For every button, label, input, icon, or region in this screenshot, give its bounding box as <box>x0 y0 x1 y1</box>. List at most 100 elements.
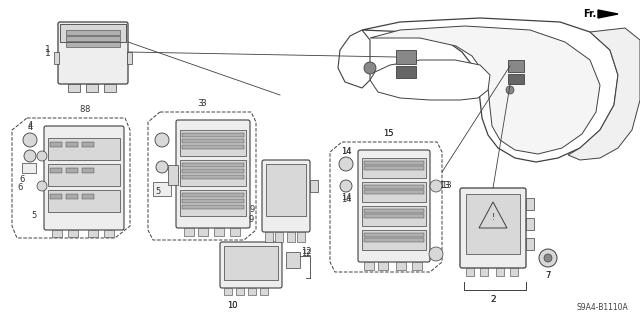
Bar <box>266 164 306 216</box>
Bar <box>466 194 520 254</box>
Bar <box>287 232 295 242</box>
FancyBboxPatch shape <box>44 126 124 230</box>
Text: 6: 6 <box>19 175 25 185</box>
Text: 1: 1 <box>45 50 51 59</box>
Bar <box>396 66 416 78</box>
Bar <box>364 214 424 218</box>
Text: 14: 14 <box>340 196 351 204</box>
Polygon shape <box>338 30 370 88</box>
Text: 15: 15 <box>383 129 393 138</box>
Bar <box>60 24 126 42</box>
Text: S9A4-B1110A: S9A4-B1110A <box>576 303 628 313</box>
Text: 2: 2 <box>490 295 496 305</box>
Text: 5: 5 <box>31 212 36 220</box>
Bar <box>364 233 424 237</box>
Text: 14: 14 <box>340 148 351 156</box>
Circle shape <box>544 254 552 262</box>
Bar <box>182 199 244 203</box>
Bar <box>82 168 94 173</box>
Bar <box>180 130 246 156</box>
Bar <box>182 133 244 137</box>
Text: 7: 7 <box>545 271 550 281</box>
Bar <box>510 268 518 276</box>
Bar <box>66 194 78 199</box>
Text: 15: 15 <box>383 129 393 138</box>
Text: 4: 4 <box>28 124 33 132</box>
Bar <box>526 198 534 210</box>
Circle shape <box>364 62 376 74</box>
Bar <box>104 84 116 92</box>
Bar <box>182 175 244 179</box>
Text: 13: 13 <box>441 181 451 190</box>
Bar <box>364 161 424 165</box>
Circle shape <box>24 150 36 162</box>
Bar <box>50 168 62 173</box>
Circle shape <box>539 249 557 267</box>
Bar <box>526 238 534 250</box>
Bar <box>48 190 120 212</box>
Bar <box>396 262 406 270</box>
Polygon shape <box>568 28 640 160</box>
Bar <box>66 142 78 147</box>
Bar <box>168 165 178 185</box>
Text: 12: 12 <box>301 250 311 259</box>
Circle shape <box>155 133 169 147</box>
Text: 10: 10 <box>227 301 237 310</box>
Bar <box>286 252 300 268</box>
Text: 8: 8 <box>84 106 90 115</box>
Text: 5: 5 <box>156 188 161 196</box>
Bar <box>52 230 62 237</box>
FancyBboxPatch shape <box>58 22 128 84</box>
Bar <box>230 228 240 236</box>
Bar <box>364 209 424 213</box>
Bar <box>412 262 422 270</box>
Bar <box>526 218 534 230</box>
Text: 13: 13 <box>438 181 449 190</box>
Text: Fr.: Fr. <box>583 9 596 19</box>
FancyBboxPatch shape <box>262 160 310 232</box>
Bar <box>362 230 426 250</box>
Bar <box>86 84 98 92</box>
Bar <box>54 52 59 64</box>
Text: 14: 14 <box>340 148 351 156</box>
Bar <box>48 164 120 186</box>
Bar <box>50 194 62 199</box>
Bar <box>182 145 244 149</box>
Circle shape <box>430 180 442 192</box>
Circle shape <box>23 133 37 147</box>
Bar <box>496 268 504 276</box>
Circle shape <box>156 161 168 173</box>
Bar <box>248 288 256 295</box>
Bar <box>66 36 120 41</box>
Polygon shape <box>362 18 618 162</box>
Bar <box>466 268 474 276</box>
Bar <box>180 160 246 186</box>
Bar <box>260 288 268 295</box>
Text: 2: 2 <box>490 295 496 305</box>
FancyBboxPatch shape <box>358 150 430 262</box>
Bar <box>480 268 488 276</box>
Polygon shape <box>370 60 490 100</box>
Text: 14: 14 <box>340 194 351 203</box>
Circle shape <box>429 247 443 261</box>
Circle shape <box>339 157 353 171</box>
Polygon shape <box>598 10 618 18</box>
Bar <box>362 206 426 226</box>
Bar <box>362 182 426 202</box>
Circle shape <box>37 181 47 191</box>
Bar <box>88 230 98 237</box>
Bar <box>66 168 78 173</box>
Bar <box>224 288 232 295</box>
FancyBboxPatch shape <box>220 242 282 288</box>
Bar <box>184 228 194 236</box>
Bar <box>68 230 78 237</box>
Text: 1: 1 <box>45 45 51 54</box>
Bar <box>364 185 424 189</box>
Text: 10: 10 <box>227 301 237 310</box>
Bar <box>82 194 94 199</box>
Text: !: ! <box>492 213 495 222</box>
Bar <box>297 232 305 242</box>
Bar <box>378 262 388 270</box>
Circle shape <box>37 151 47 161</box>
Bar <box>214 228 224 236</box>
